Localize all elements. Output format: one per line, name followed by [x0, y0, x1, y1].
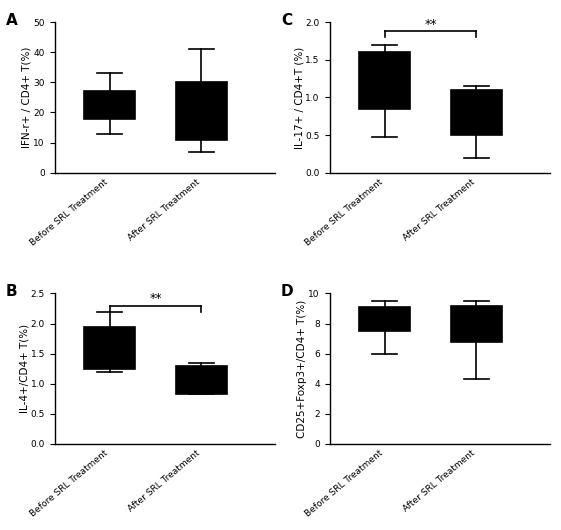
Text: A: A: [6, 13, 18, 28]
PathPatch shape: [176, 82, 227, 139]
Text: **: **: [424, 17, 437, 31]
Y-axis label: IFN-r+ / CD4+ T(%): IFN-r+ / CD4+ T(%): [22, 47, 32, 148]
PathPatch shape: [360, 307, 410, 331]
Text: B: B: [6, 285, 18, 299]
Y-axis label: IL-17+ / CD4+T (%): IL-17+ / CD4+T (%): [294, 46, 304, 148]
Text: C: C: [281, 13, 292, 28]
Y-axis label: CD25+Foxp3+/CD4+ T(%): CD25+Foxp3+/CD4+ T(%): [297, 299, 307, 438]
Y-axis label: IL-4+/CD4+ T(%): IL-4+/CD4+ T(%): [19, 324, 29, 413]
Text: D: D: [281, 285, 293, 299]
PathPatch shape: [176, 366, 227, 394]
PathPatch shape: [451, 90, 502, 135]
Text: **: **: [149, 292, 162, 305]
PathPatch shape: [84, 92, 135, 119]
PathPatch shape: [84, 326, 135, 369]
PathPatch shape: [451, 305, 502, 342]
PathPatch shape: [360, 52, 410, 109]
